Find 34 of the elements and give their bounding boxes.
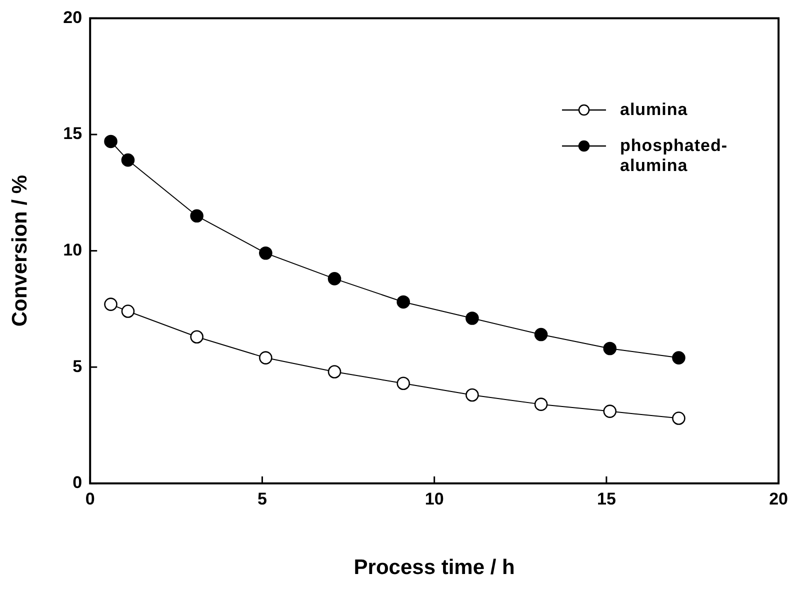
point xyxy=(259,351,272,364)
point xyxy=(396,295,410,309)
point xyxy=(396,376,410,390)
y-axis-title: Conversion / % xyxy=(8,174,32,327)
legend-label: alumina xyxy=(620,100,688,120)
y-tick-label: 0 xyxy=(72,473,82,492)
point xyxy=(190,209,204,223)
point xyxy=(534,328,548,342)
point xyxy=(534,398,548,411)
y-tick-label: 15 xyxy=(63,124,82,144)
x-tick-label: 0 xyxy=(85,489,95,508)
point xyxy=(672,412,686,425)
y-tick-label: 20 xyxy=(63,8,82,27)
y-tick-label: 5 xyxy=(72,356,82,376)
point xyxy=(121,153,135,167)
point xyxy=(466,388,479,402)
point xyxy=(104,134,118,148)
x-tick-label: 20 xyxy=(769,489,788,508)
x-tick-label: 10 xyxy=(424,489,444,508)
x-tick-label: 5 xyxy=(257,489,267,508)
point xyxy=(121,304,135,318)
point xyxy=(328,272,342,286)
point xyxy=(603,342,617,356)
y-tick-label: 10 xyxy=(63,240,82,260)
legend-label: phosphated-alumina xyxy=(620,136,728,176)
x-tick-label: 15 xyxy=(596,489,616,508)
point xyxy=(672,351,686,364)
point xyxy=(190,330,204,344)
x-axis-title: Process time / h xyxy=(354,556,515,580)
point xyxy=(603,404,617,418)
point xyxy=(259,246,272,260)
point xyxy=(466,312,479,325)
point xyxy=(328,365,342,378)
point xyxy=(104,298,118,311)
